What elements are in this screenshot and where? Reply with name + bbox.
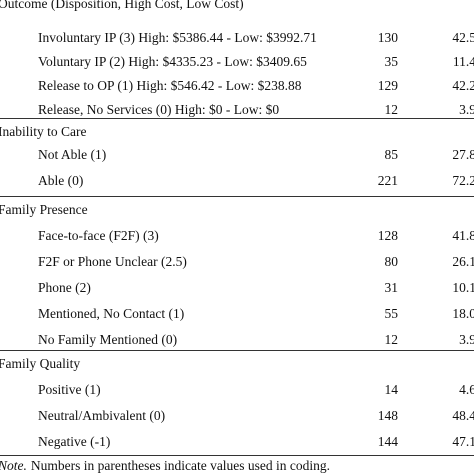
percent-cell: 72.2 [452,173,474,188]
row-label: Voluntary IP (2) High: $4335.23 - Low: $… [38,54,307,69]
row-label: Phone (2) [38,280,91,295]
count-cell: 12 [384,332,399,347]
section-rule [0,118,474,119]
section-rule [0,350,474,351]
percent-cell: 41.8 [452,228,474,243]
row-label: No Family Mentioned (0) [38,332,178,347]
row-label: Involuntary IP (3) High: $5386.44 - Low:… [38,30,317,45]
row-label: Neutral/Ambivalent (0) [38,408,166,423]
percent-cell: 48.4 [452,408,474,423]
count-cell: 55 [384,306,399,321]
count-cell: 31 [384,280,399,295]
percent-cell: 11.4 [452,54,474,69]
percent-cell: 4.6 [459,382,474,397]
count-cell: 129 [377,78,398,93]
row-label: Release, No Services (0) High: $0 - Low:… [38,102,280,117]
note-label: Note. [0,458,27,473]
bottom-rule [0,455,474,456]
count-cell: 148 [377,408,398,423]
percent-cell: 42.2 [452,78,474,93]
row-label: Negative (-1) [38,434,111,449]
percent-cell: 10.1 [452,280,474,295]
section-title: Family Quality [0,356,81,371]
percent-cell: 42.5 [452,30,474,45]
row-label: Not Able (1) [38,147,107,162]
section-title: Family Presence [0,202,88,217]
percent-cell: 18.0 [452,306,474,321]
row-label: Face-to-face (F2F) (3) [38,228,159,243]
section-rule [0,196,474,197]
row-label: Positive (1) [38,382,101,397]
percent-cell: 26.1 [452,254,474,269]
percent-cell: 3.9 [459,332,474,347]
row-label: F2F or Phone Unclear (2.5) [38,254,187,269]
count-cell: 14 [384,382,399,397]
count-cell: 35 [384,54,399,69]
note-text: Numbers in parentheses indicate values u… [30,458,331,473]
note: Note. Numbers in parentheses indicate val… [0,458,330,474]
count-cell: 85 [384,147,399,162]
count-cell: 144 [377,434,398,449]
percent-cell: 27.8 [452,147,474,162]
row-label: Release to OP (1) High: $546.42 - Low: $… [38,78,302,93]
row-label: Able (0) [38,173,84,188]
percent-cell: 3.9 [459,102,474,117]
count-cell: 130 [377,30,398,45]
percent-cell: 47.1 [452,434,474,449]
section-title: Inability to Care [0,124,87,139]
section-title: Outcome (Disposition, High Cost, Low Cos… [0,0,244,11]
count-cell: 12 [384,102,399,117]
row-label: Mentioned, No Contact (1) [38,306,185,321]
count-cell: 128 [377,228,398,243]
count-cell: 80 [384,254,399,269]
count-cell: 221 [377,173,398,188]
